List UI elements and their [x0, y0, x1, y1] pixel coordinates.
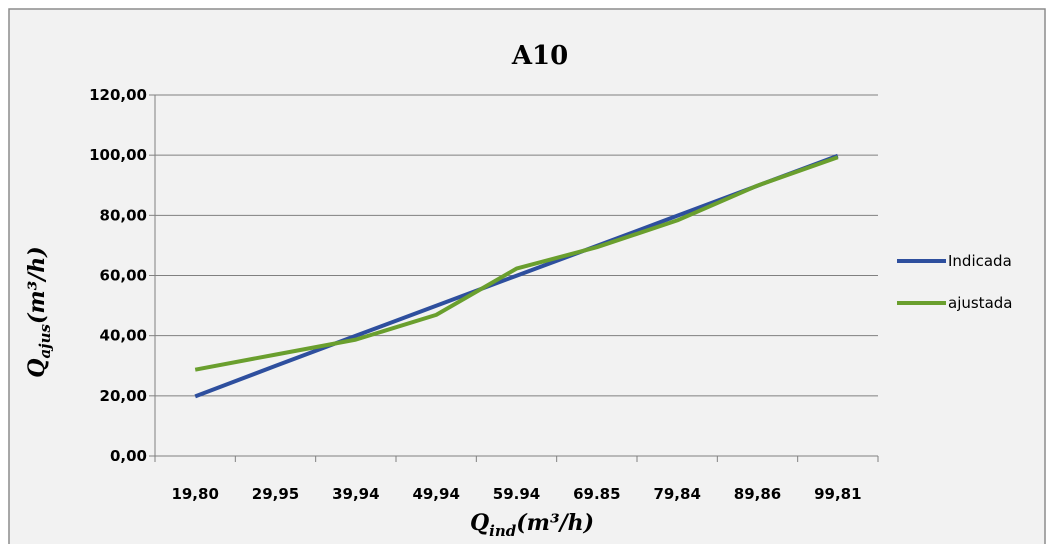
y-tick-label: 80,00	[100, 206, 147, 224]
x-axis-label-sub: ind	[489, 522, 517, 540]
y-tick-label: 40,00	[100, 327, 147, 345]
legend-label-indicada: Indicada	[948, 252, 1012, 270]
y-tick-label: 20,00	[100, 387, 147, 405]
y-tick-label: 0,00	[110, 447, 147, 465]
x-axis-label: Qind(m³/h)	[470, 510, 594, 540]
y-tick-label: 120,00	[89, 86, 147, 104]
x-tick-label: 89,86	[734, 485, 781, 503]
x-tick-label: 69.85	[573, 485, 620, 503]
y-tick-labels: 0,00 20,00 40,00 60,00 80,00 100,00 120,00	[89, 86, 147, 465]
y-tick-label: 60,00	[100, 267, 147, 285]
legend: Indicada ajustada	[897, 252, 1012, 312]
chart-title: A10	[511, 41, 568, 71]
series-lines	[194, 153, 839, 399]
x-tick-label: 49,94	[412, 485, 459, 503]
x-tick-label: 99,81	[814, 485, 861, 503]
series-line-ajustada	[194, 155, 839, 372]
x-tick-label: 59.94	[493, 485, 540, 503]
chart-background	[8, 8, 1046, 544]
x-tick-label: 39,94	[332, 485, 379, 503]
legend-label-ajustada: ajustada	[948, 294, 1012, 312]
axes	[149, 94, 879, 462]
x-tick-label: 29,95	[252, 485, 299, 503]
y-axis-label-unit: (m³/h)	[24, 246, 50, 324]
x-axis-label-unit: (m³/h)	[516, 510, 594, 536]
x-tick-label: 19,80	[171, 485, 218, 503]
y-axis-label-sub: ajus	[36, 323, 54, 358]
x-tick-label: 79,84	[653, 485, 700, 503]
x-axis-label-base: Q	[470, 510, 489, 536]
y-axis-label-base: Q	[24, 359, 50, 378]
y-axis-label: Qajus(m³/h)	[24, 246, 54, 377]
y-tick-label: 100,00	[89, 146, 147, 164]
x-tick-labels: 19,80 29,95 39,94 49,94 59.94 69.85 79,84 89,86…	[171, 485, 861, 503]
